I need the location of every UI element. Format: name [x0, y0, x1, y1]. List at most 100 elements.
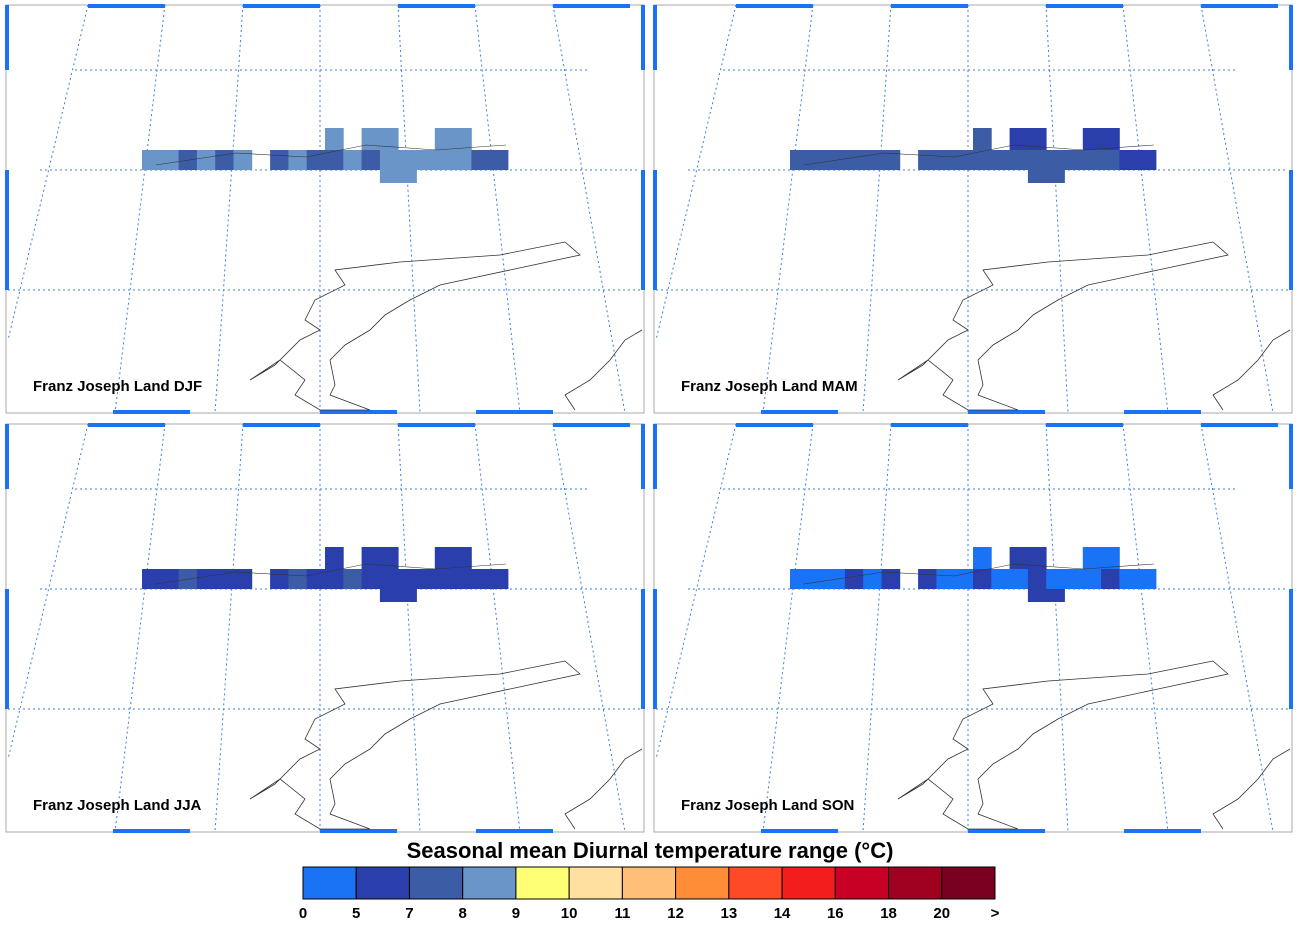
data-cell	[1064, 569, 1084, 589]
colorbar-tick-label: >	[991, 905, 1000, 922]
data-cell	[1119, 569, 1139, 589]
colorbar-box	[408, 866, 464, 900]
colorbar-tick-label: 8	[459, 905, 467, 922]
panel-label: Franz Joseph Land JJA	[33, 797, 202, 814]
data-cell	[1101, 150, 1120, 170]
data-cell	[790, 150, 809, 170]
colorbar-tick-label: 16	[827, 905, 844, 922]
meridian	[474, 4, 521, 414]
data-cell	[954, 150, 974, 170]
data-cell	[434, 569, 454, 589]
meridian	[862, 4, 892, 414]
colorbar-box	[355, 866, 410, 900]
data-cell	[288, 150, 308, 170]
data-cell	[1027, 589, 1047, 602]
data-cell	[288, 569, 308, 589]
meridian	[762, 423, 814, 833]
data-cell	[270, 569, 289, 589]
data-cell	[416, 569, 436, 589]
data-cell	[196, 150, 216, 170]
data-cell	[489, 569, 509, 589]
meridian	[114, 423, 166, 833]
meridian	[114, 4, 166, 414]
data-cell	[379, 589, 399, 602]
colorbar-box	[515, 866, 570, 900]
data-cell	[1082, 547, 1102, 569]
data-cell	[453, 128, 472, 150]
data-cell	[1009, 150, 1029, 170]
colorbar-tick-label: 12	[667, 905, 684, 922]
coastline	[155, 144, 507, 166]
data-cell	[1082, 150, 1102, 170]
data-cell	[1046, 589, 1065, 602]
data-cell	[1082, 128, 1102, 150]
data-cell	[1137, 569, 1157, 589]
coastline	[1212, 748, 1291, 830]
colorbar-box	[888, 866, 943, 900]
data-cell	[215, 569, 234, 589]
colorbar-tick-label: 11	[614, 905, 630, 922]
meridian	[1200, 423, 1274, 833]
colorbar-tick-label: 9	[512, 905, 520, 922]
data-cell	[471, 150, 491, 170]
data-cell	[361, 569, 381, 589]
meridian	[1045, 4, 1069, 414]
data-cell	[325, 569, 344, 589]
meridian	[397, 423, 421, 833]
data-cell	[434, 128, 454, 150]
data-cell	[398, 589, 417, 602]
colorbar-tick-label: 20	[933, 905, 950, 922]
data-cell	[790, 569, 809, 589]
colorbar-box	[834, 866, 890, 900]
data-cell	[453, 547, 472, 569]
panel-frame	[653, 423, 1293, 833]
coastline	[249, 660, 581, 830]
data-cell	[881, 569, 901, 589]
data-cell	[325, 547, 344, 569]
colorbar-box	[728, 866, 783, 900]
data-cell	[233, 150, 253, 170]
colorbar-box	[302, 866, 357, 900]
map-panel: Franz Joseph Land DJF	[5, 4, 645, 414]
data-cell	[844, 150, 864, 170]
map-panel: Franz Joseph Land SON	[653, 423, 1293, 833]
panel-frame	[5, 4, 645, 414]
data-cell	[453, 150, 472, 170]
map-panel: Franz Joseph Land MAM	[653, 4, 1293, 414]
data-cell	[863, 569, 882, 589]
data-cell	[973, 150, 992, 170]
meridian	[552, 423, 626, 833]
data-cell	[808, 150, 827, 170]
data-cell	[918, 150, 937, 170]
data-cell	[379, 128, 399, 150]
colorbar-tick-label: 0	[299, 905, 307, 922]
coastline	[564, 329, 643, 411]
coastline	[249, 241, 581, 411]
data-cell	[142, 569, 161, 589]
meridian	[1122, 4, 1169, 414]
colorbar-tick-label: 13	[721, 905, 738, 922]
data-cell	[306, 150, 326, 170]
meridian	[214, 4, 244, 414]
panel-frame	[653, 4, 1293, 414]
data-cell	[1082, 569, 1102, 589]
meridian	[762, 4, 814, 414]
data-cell	[453, 569, 472, 589]
data-cell	[489, 150, 509, 170]
map-panel: Franz Joseph Land JJA	[5, 423, 645, 833]
colorbar-title: Seasonal mean Diurnal temperature range …	[407, 838, 894, 863]
data-cell	[881, 150, 901, 170]
colorbar-tick-label: 7	[405, 905, 413, 922]
data-cell	[471, 569, 491, 589]
data-cell	[416, 150, 436, 170]
data-cell	[1027, 128, 1047, 150]
data-cell	[398, 569, 417, 589]
coastline	[564, 748, 643, 830]
colorbar-box	[781, 866, 836, 900]
colorbar-tick-label: 10	[561, 905, 578, 922]
colorbar-box	[941, 866, 996, 900]
coastline	[803, 563, 1155, 585]
data-cell	[808, 569, 827, 589]
panel-label: Franz Joseph Land SON	[681, 797, 854, 814]
